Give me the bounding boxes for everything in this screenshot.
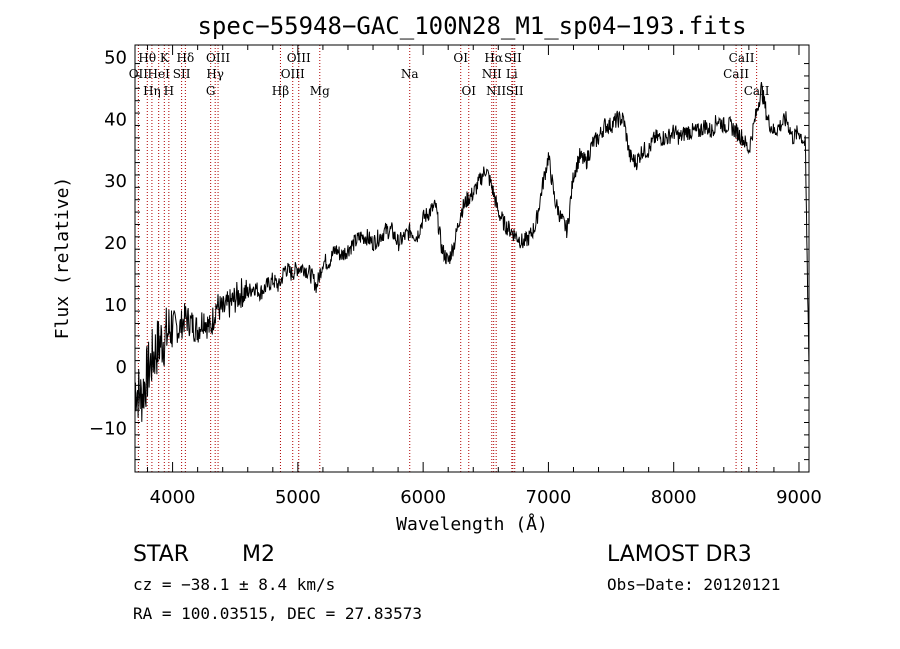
line-marker-label-21: Li [506,67,518,81]
x-tick-label: 4000 [150,487,196,508]
x-axis-label: Wavelength (Å) [396,513,548,535]
ra-dec-coordinates: RA = 100.03515, DEC = 27.83573 [133,604,422,623]
line-marker-label-7: Hδ [177,51,195,65]
object-class: STAR [133,542,189,567]
line-marker-label-24: CaII [723,67,749,81]
y-axis-tick-labels: −10 0 10 20 30 40 50 [89,47,127,439]
y-tick-label: 0 [116,357,127,378]
line-marker-label-6: SII [173,67,191,81]
x-tick-label: 5000 [275,487,321,508]
x-axis-tick-labels: 4000 5000 6000 7000 8000 9000 [150,487,822,508]
flux-series-line [134,82,810,422]
y-axis-ticks [135,63,809,461]
line-marker-label-2: Hη [143,84,161,98]
redshift-velocity: cz = −38.1 ± 8.4 km/s [133,575,335,594]
line-marker-label-10: OIII [206,51,230,65]
line-marker-label-5: H [164,84,174,98]
line-marker-label-3: HeI [148,67,171,81]
y-tick-label: 20 [104,233,127,254]
line-marker-label-26: CaII [744,84,770,98]
line-marker-label-0: OII [129,67,149,81]
line-marker-label-11: Hβ [272,84,289,98]
y-tick-label: 50 [104,47,127,68]
line-marker-labels: OII Hθ Hη HeI K H SII Hδ G Hγ OIII Hβ OIII OIII Mg Na OI… [129,51,770,98]
line-marker-label-17: OI [461,84,476,98]
x-tick-label: 9000 [776,487,822,508]
line-marker-label-20: NII [486,84,506,98]
survey-name: LAMOST DR3 [607,542,752,567]
y-tick-label: 30 [104,171,127,192]
line-marker-label-12: OIII [281,67,305,81]
y-axis-label: Flux (relative) [52,177,73,340]
line-marker-label-8: G [206,84,216,98]
line-marker-label-18: NII [482,67,502,81]
line-marker-label-19: Hα [484,51,503,65]
x-tick-label: 6000 [400,487,446,508]
line-marker-label-23: SII [506,84,524,98]
y-tick-label: 40 [104,109,127,130]
line-marker-label-14: Mg [310,84,330,98]
line-marker-label-15: Na [401,67,419,81]
y-tick-label: 10 [104,295,127,316]
plot-frame [134,44,810,473]
line-marker-label-22: SII [504,51,522,65]
chart-title: spec−55948−GAC_100N28_M1_sp04−193.fits [197,12,746,40]
line-marker-label-16: OI [453,51,468,65]
line-marker-label-13: OIII [287,51,311,65]
object-subclass: M2 [242,542,275,567]
x-axis-ticks [147,45,800,472]
line-markers [137,45,758,472]
line-marker-label-4: K [160,51,170,65]
line-marker-label-9: Hγ [206,67,224,81]
line-marker-label-1: Hθ [138,51,156,65]
x-tick-label: 8000 [651,487,697,508]
observation-date: Obs−Date: 20120121 [607,575,780,594]
y-tick-label: −10 [89,419,127,440]
line-marker-label-25: CaII [729,51,755,65]
x-tick-label: 7000 [526,487,572,508]
